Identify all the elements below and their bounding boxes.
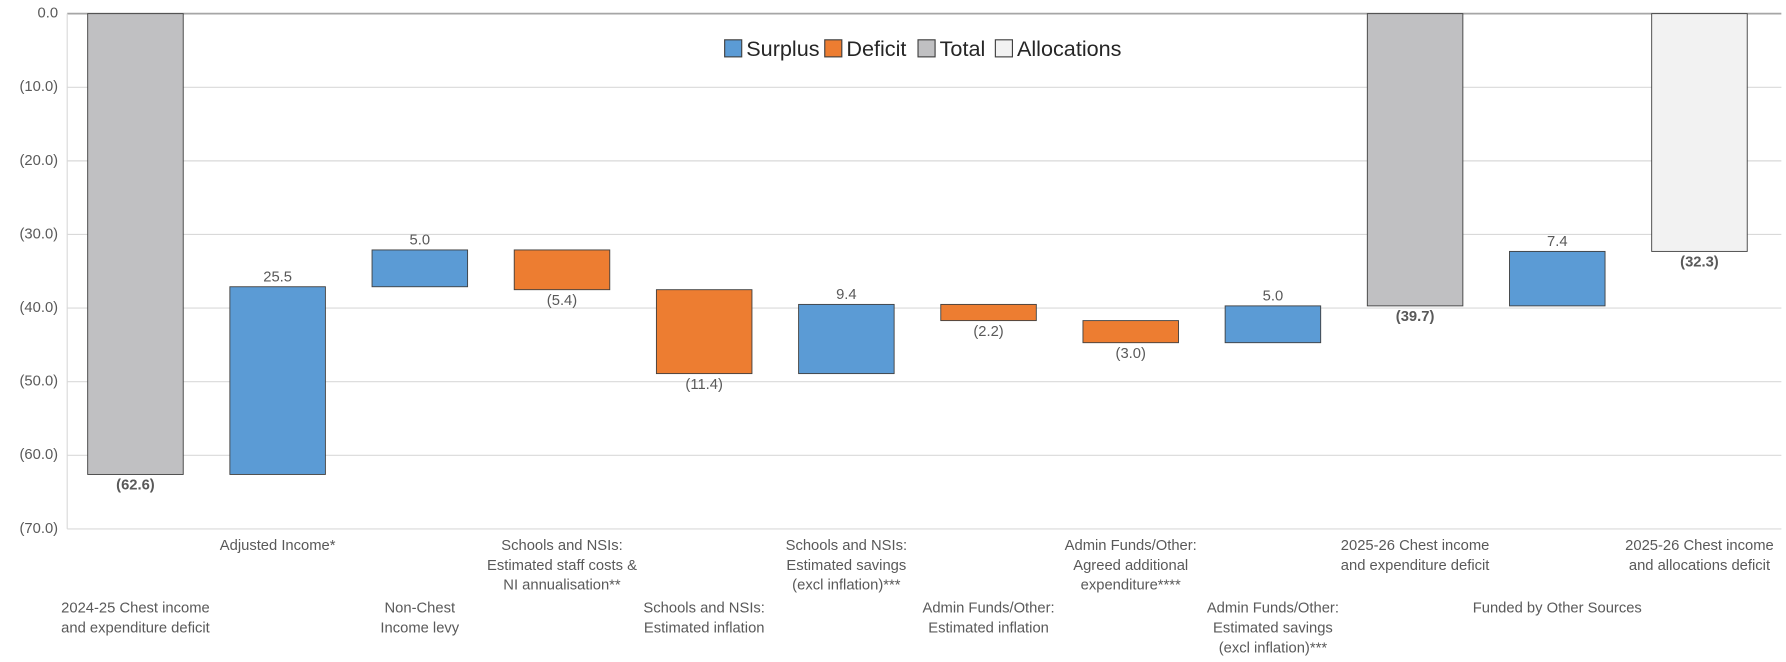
bar bbox=[229, 286, 326, 475]
data-label: 5.0 bbox=[1263, 289, 1284, 305]
data-label: (3.0) bbox=[1116, 346, 1146, 362]
x-tick-label: Funded by Other Sources bbox=[1473, 600, 1642, 616]
x-tick-label: Estimated savings bbox=[786, 558, 906, 574]
x-tick-label: 2025-26 Chest income bbox=[1625, 538, 1774, 554]
x-tick-label: Estimated inflation bbox=[928, 620, 1049, 636]
x-tick-label: Admin Funds/Other: bbox=[922, 600, 1054, 616]
y-tick-label: (30.0) bbox=[20, 226, 59, 242]
data-label: (62.6) bbox=[116, 478, 155, 494]
legend-swatch bbox=[724, 39, 743, 58]
x-tick-label: and allocations deficit bbox=[1629, 558, 1770, 574]
x-tick-label: Admin Funds/Other: bbox=[1207, 600, 1339, 616]
x-tick-label: and expenditure deficit bbox=[1341, 558, 1490, 574]
data-label: (11.4) bbox=[685, 377, 722, 393]
legend-label: Total bbox=[940, 36, 986, 61]
bar bbox=[371, 249, 469, 288]
y-tick-label: (20.0) bbox=[20, 153, 59, 169]
x-tick-label: 2025-26 Chest income bbox=[1341, 538, 1490, 554]
bar bbox=[655, 289, 753, 375]
data-label: (2.2) bbox=[973, 324, 1003, 340]
x-tick-label: NI annualisation** bbox=[503, 578, 621, 594]
legend-swatch bbox=[917, 39, 936, 58]
y-tick-label: 0.0 bbox=[38, 6, 59, 22]
bar bbox=[1366, 13, 1464, 307]
data-label: 25.5 bbox=[263, 270, 292, 286]
data-label: (5.4) bbox=[547, 293, 577, 309]
bar bbox=[87, 13, 184, 475]
x-tick-label: Adjusted Income* bbox=[220, 538, 336, 554]
data-label: 9.4 bbox=[836, 287, 857, 303]
legend-swatch bbox=[824, 39, 843, 58]
x-tick-label: Schools and NSIs: bbox=[786, 538, 907, 554]
bar bbox=[1509, 250, 1606, 307]
bar bbox=[513, 249, 611, 291]
data-label: 7.4 bbox=[1547, 234, 1568, 250]
bar bbox=[1224, 305, 1322, 344]
x-tick-label: and expenditure deficit bbox=[61, 620, 210, 636]
legend-label: Allocations bbox=[1017, 36, 1122, 61]
legend-label: Surplus bbox=[746, 36, 819, 61]
data-label: 5.0 bbox=[410, 233, 431, 249]
x-tick-label: (excl inflation)*** bbox=[792, 578, 901, 594]
y-tick-label: (60.0) bbox=[20, 447, 59, 463]
x-tick-label: Estimated staff costs & bbox=[487, 558, 637, 574]
x-tick-label: Income levy bbox=[380, 620, 459, 636]
y-tick-label: (70.0) bbox=[20, 521, 59, 537]
x-tick-label: Schools and NSIs: bbox=[643, 600, 764, 616]
bar bbox=[1082, 320, 1179, 344]
bar bbox=[798, 303, 895, 375]
x-tick-label: expenditure**** bbox=[1081, 578, 1181, 594]
x-tick-label: Non-Chest bbox=[385, 600, 456, 616]
bar bbox=[1651, 13, 1748, 252]
y-tick-label: (40.0) bbox=[20, 300, 59, 316]
x-tick-label: 2024-25 Chest income bbox=[61, 600, 210, 616]
y-tick-label: (10.0) bbox=[20, 79, 59, 95]
x-tick-label: Agreed additional bbox=[1073, 558, 1188, 574]
bar bbox=[940, 303, 1037, 322]
legend-swatch bbox=[994, 39, 1014, 58]
x-tick-label: Admin Funds/Other: bbox=[1065, 538, 1197, 554]
y-tick-label: (50.0) bbox=[20, 374, 59, 390]
data-label: (32.3) bbox=[1680, 255, 1719, 271]
x-tick-label: Estimated inflation bbox=[644, 620, 765, 636]
x-tick-label: Schools and NSIs: bbox=[501, 538, 622, 554]
x-tick-label: Estimated savings bbox=[1213, 620, 1333, 636]
data-label: (39.7) bbox=[1396, 309, 1435, 325]
x-tick-label: (excl inflation)*** bbox=[1219, 640, 1328, 656]
legend-label: Deficit bbox=[846, 36, 906, 61]
